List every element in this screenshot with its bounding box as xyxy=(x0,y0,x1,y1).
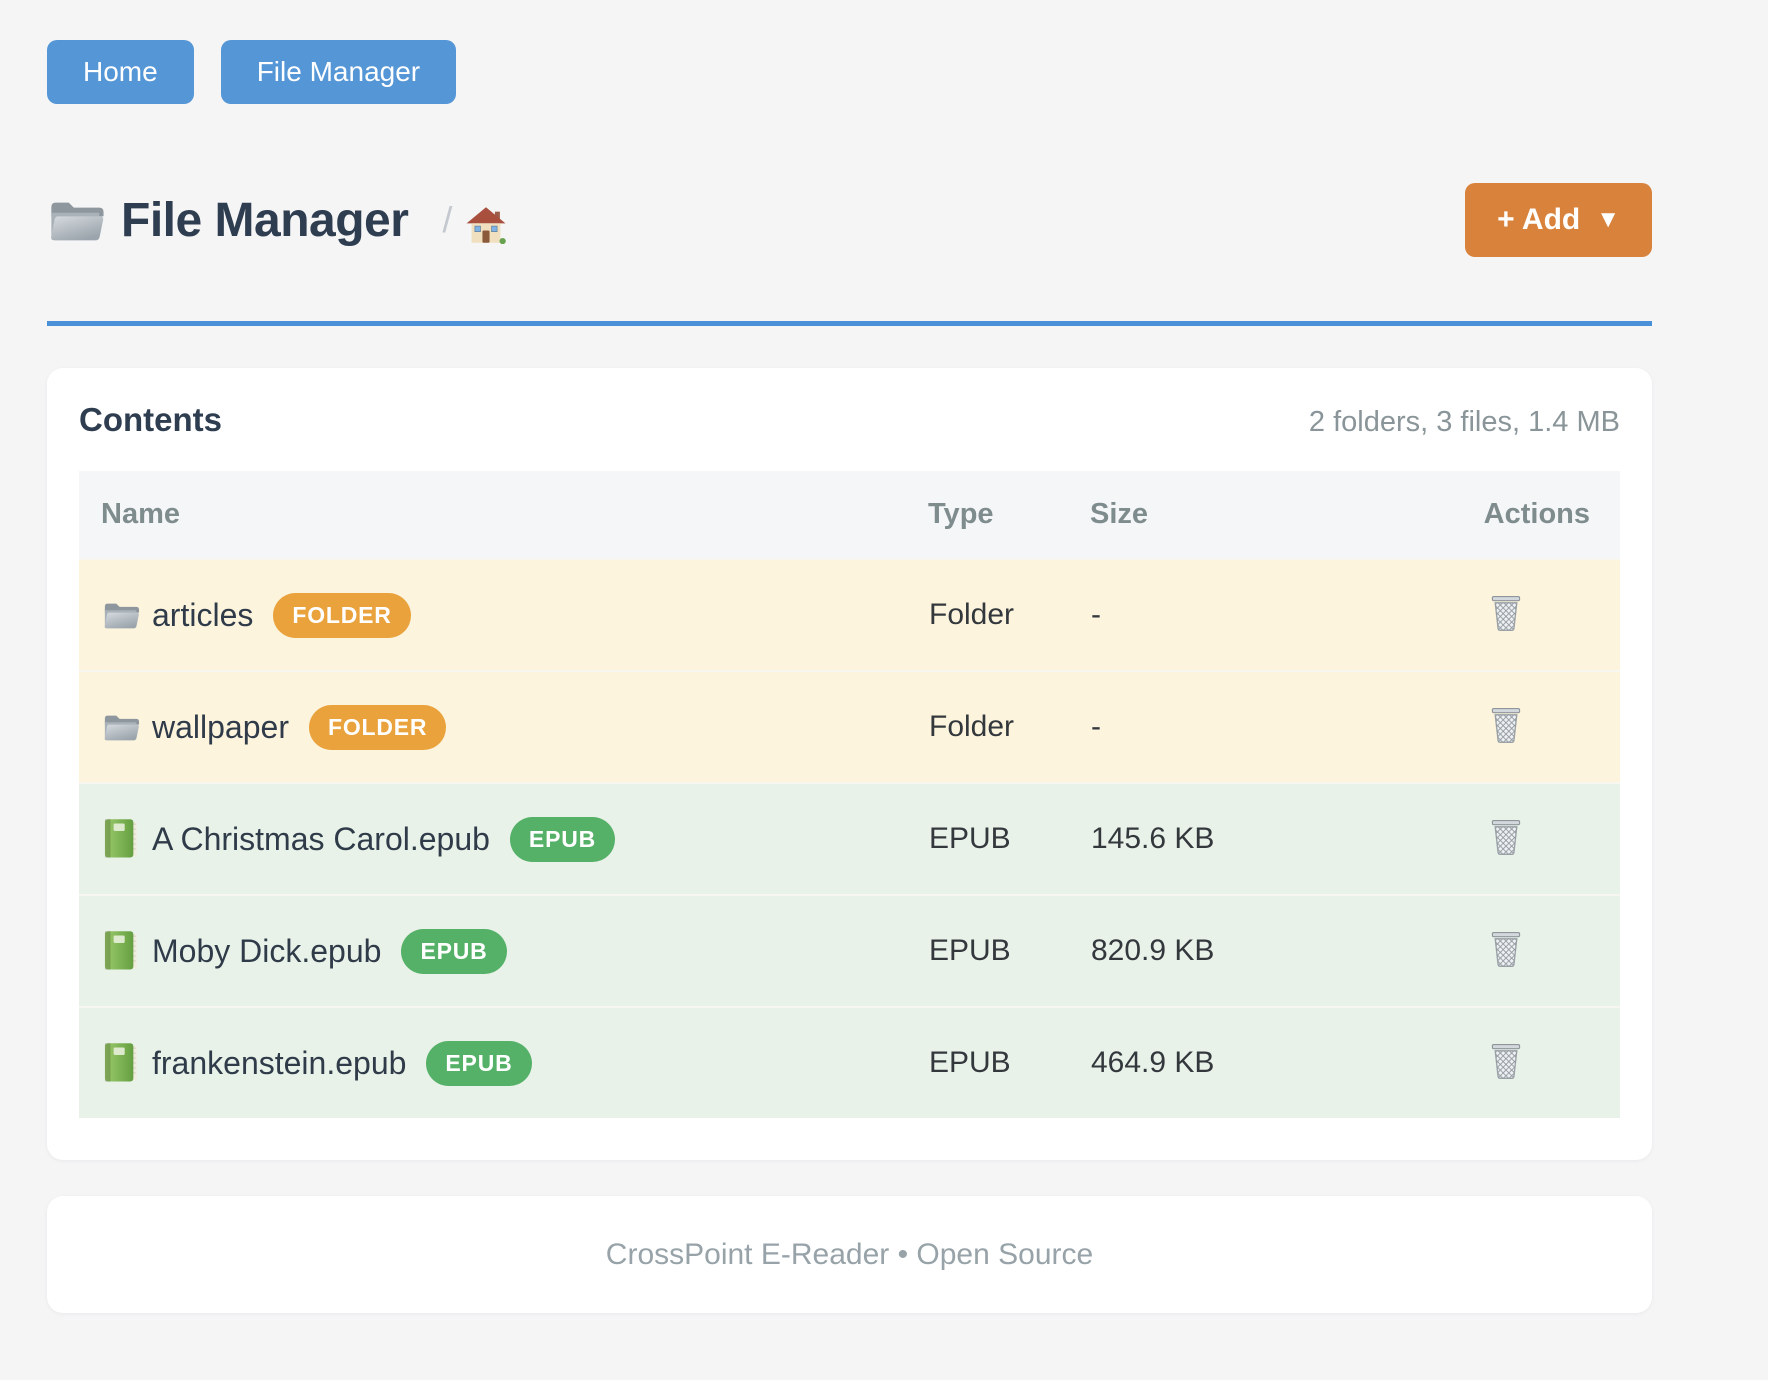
column-header-actions: Actions xyxy=(1430,471,1620,559)
house-icon xyxy=(466,206,506,244)
folder-icon xyxy=(102,706,140,748)
trash-icon xyxy=(1489,1041,1523,1081)
delete-button[interactable] xyxy=(1485,813,1527,861)
size-cell: 145.6 KB xyxy=(1090,783,1430,895)
size-cell: - xyxy=(1090,671,1430,783)
breadcrumb: / xyxy=(442,196,506,244)
table-row[interactable]: Moby Dick.epub EPUB EPUB 820.9 KB xyxy=(79,895,1620,1007)
table-row[interactable]: wallpaper FOLDER Folder - xyxy=(79,671,1620,783)
add-button-label: + Add xyxy=(1497,203,1580,237)
type-badge: EPUB xyxy=(510,817,615,862)
contents-summary: 2 folders, 3 files, 1.4 MB xyxy=(1309,406,1620,439)
delete-button[interactable] xyxy=(1485,925,1527,973)
type-cell: EPUB xyxy=(928,895,1090,1007)
top-nav: Home File Manager xyxy=(47,0,1652,104)
header-divider xyxy=(47,321,1652,326)
page-header: File Manager / + Add ▼ xyxy=(47,176,1652,264)
contents-card-header: Contents 2 folders, 3 files, 1.4 MB xyxy=(79,398,1620,442)
file-name: wallpaper xyxy=(152,709,289,746)
type-badge: EPUB xyxy=(426,1041,531,1086)
table-header-row: Name Type Size Actions xyxy=(79,471,1620,559)
trash-icon xyxy=(1489,705,1523,745)
size-cell: - xyxy=(1090,559,1430,671)
trash-icon xyxy=(1489,593,1523,633)
folder-icon xyxy=(47,195,105,245)
page: Home File Manager File Manager / + Add ▼… xyxy=(47,0,1652,1313)
table-body: articles FOLDER Folder - wallpaper FOLDE… xyxy=(79,559,1620,1118)
delete-button[interactable] xyxy=(1485,701,1527,749)
column-header-size: Size xyxy=(1090,471,1430,559)
type-badge: EPUB xyxy=(401,929,506,974)
table-row[interactable]: articles FOLDER Folder - xyxy=(79,559,1620,671)
breadcrumb-separator: / xyxy=(442,199,452,241)
page-title: File Manager xyxy=(121,193,408,248)
type-cell: EPUB xyxy=(928,1007,1090,1118)
table-row[interactable]: frankenstein.epub EPUB EPUB 464.9 KB xyxy=(79,1007,1620,1118)
type-cell: EPUB xyxy=(928,783,1090,895)
contents-heading: Contents xyxy=(79,398,222,442)
contents-table: Name Type Size Actions articles FOLDER F… xyxy=(79,471,1620,1118)
type-badge: FOLDER xyxy=(273,593,410,638)
size-cell: 464.9 KB xyxy=(1090,1007,1430,1118)
file-name: articles xyxy=(152,597,253,634)
trash-icon xyxy=(1489,817,1523,857)
book-icon xyxy=(102,930,140,972)
file-name: frankenstein.epub xyxy=(152,1045,406,1082)
size-cell: 820.9 KB xyxy=(1090,895,1430,1007)
column-header-type: Type xyxy=(928,471,1090,559)
footer-card: CrossPoint E-Reader • Open Source xyxy=(47,1196,1652,1313)
delete-button[interactable] xyxy=(1485,1037,1527,1085)
add-button[interactable]: + Add ▼ xyxy=(1465,183,1652,257)
type-cell: Folder xyxy=(928,559,1090,671)
file-name: Moby Dick.epub xyxy=(152,933,381,970)
type-badge: FOLDER xyxy=(309,705,446,750)
book-icon xyxy=(102,818,140,860)
caret-down-icon: ▼ xyxy=(1596,206,1620,234)
nav-button-home[interactable]: Home xyxy=(47,40,194,104)
contents-card: Contents 2 folders, 3 files, 1.4 MB Name… xyxy=(47,368,1652,1160)
nav-button-file-manager[interactable]: File Manager xyxy=(221,40,456,104)
delete-button[interactable] xyxy=(1485,589,1527,637)
trash-icon xyxy=(1489,929,1523,969)
file-name: A Christmas Carol.epub xyxy=(152,821,490,858)
table-row[interactable]: A Christmas Carol.epub EPUB EPUB 145.6 K… xyxy=(79,783,1620,895)
folder-icon xyxy=(102,594,140,636)
breadcrumb-home-link[interactable] xyxy=(466,196,506,244)
column-header-name: Name xyxy=(79,471,928,559)
footer-text: CrossPoint E-Reader • Open Source xyxy=(606,1238,1093,1272)
type-cell: Folder xyxy=(928,671,1090,783)
book-icon xyxy=(102,1042,140,1084)
